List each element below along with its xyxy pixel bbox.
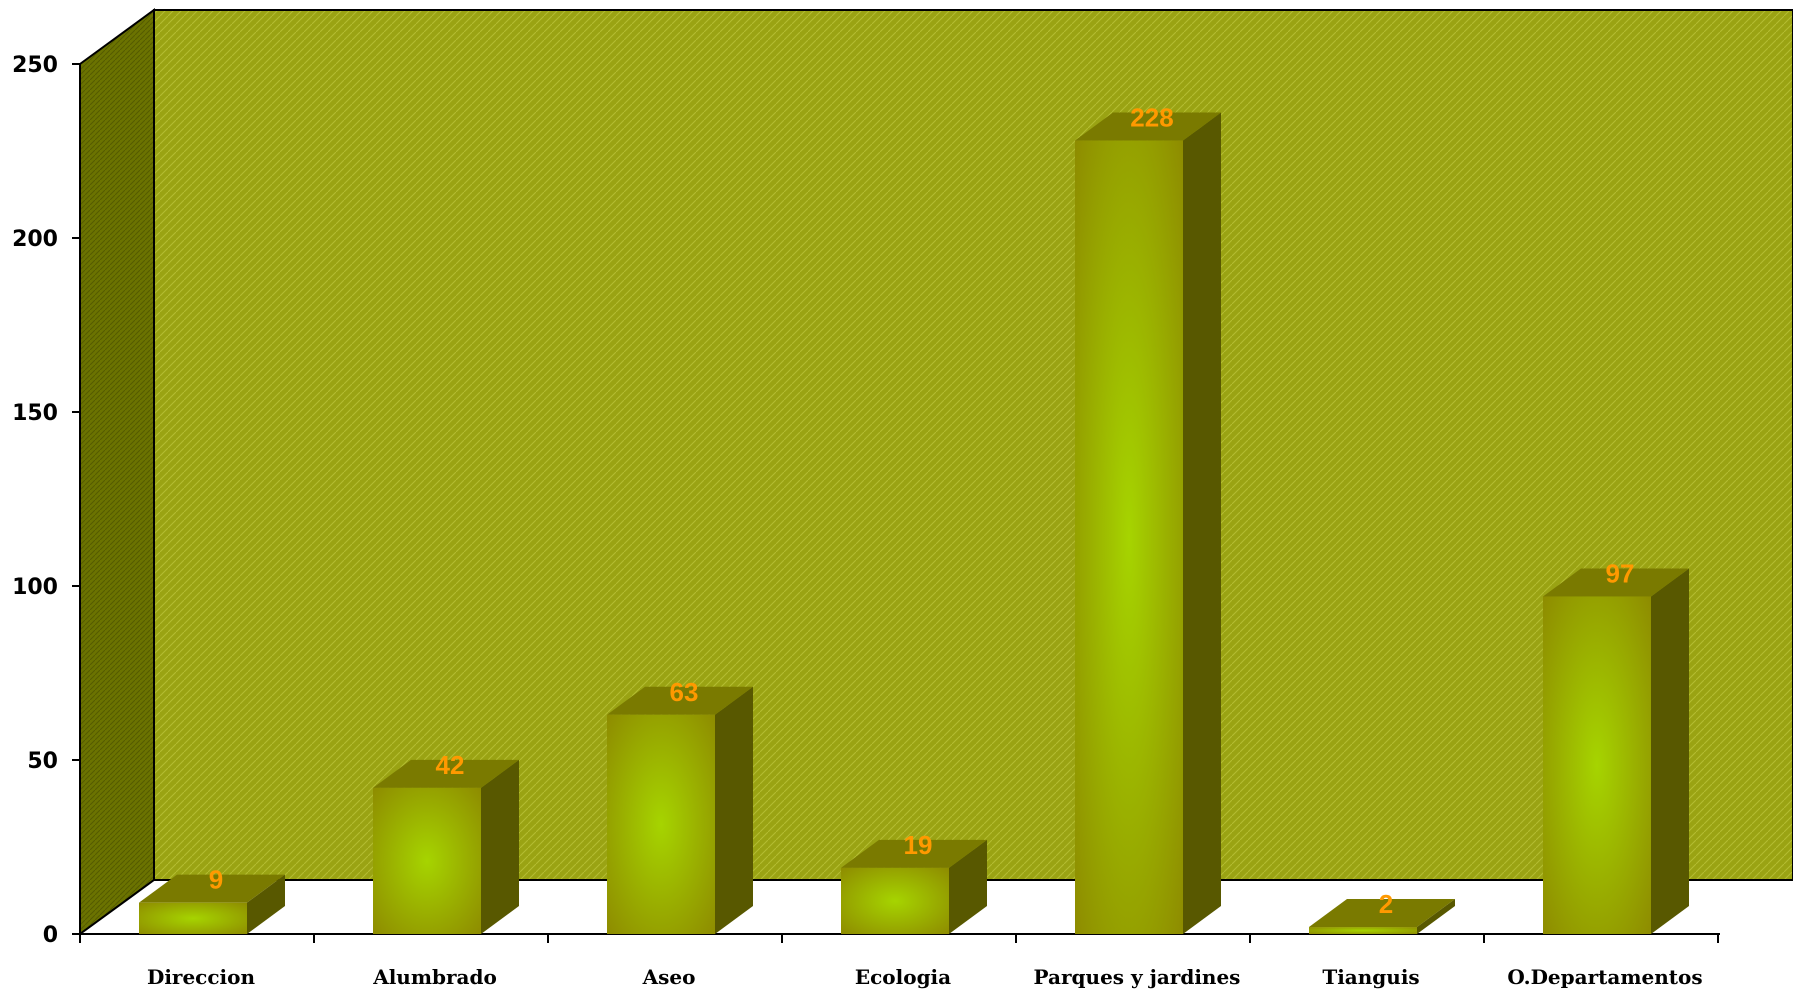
x-tick-label: Direccion — [147, 965, 255, 989]
bar-aseo — [607, 686, 753, 934]
bar-ecologia — [841, 839, 987, 934]
x-tick-label: Aseo — [642, 965, 696, 989]
data-label: 9 — [209, 865, 223, 895]
bar-parques-y-jardines — [1075, 112, 1221, 934]
bar-side-face — [1183, 112, 1221, 934]
y-tick-label: 0 — [43, 923, 58, 948]
bar-front-face — [1309, 927, 1417, 934]
bar-front-face — [373, 787, 481, 934]
data-label: 97 — [1606, 558, 1635, 588]
bar-top-face — [1309, 899, 1455, 928]
bar-top-face — [841, 839, 987, 868]
bars — [139, 112, 1689, 934]
bar-front-face — [607, 714, 715, 934]
bar-top-face — [373, 759, 519, 788]
bar-alumbrado — [373, 759, 519, 934]
x-tick-label: Parques y jardines — [1034, 965, 1241, 989]
bar-direccion — [139, 874, 285, 934]
data-label: 228 — [1130, 103, 1173, 133]
bar-front-face — [1543, 596, 1651, 934]
bar-front-face — [139, 902, 247, 934]
bar-o-departamentos — [1543, 568, 1689, 934]
bar-front-face — [1075, 140, 1183, 934]
back-wall — [153, 9, 1793, 881]
bar-top-face — [1543, 568, 1689, 597]
data-labels: 9 42 63 19 228 2 97 — [209, 103, 1635, 919]
x-tick-label: Alumbrado — [372, 965, 497, 989]
x-axis-ticks — [79, 934, 1719, 943]
data-label: 42 — [436, 750, 465, 780]
y-tick-label: 250 — [12, 53, 58, 78]
bar-side-face — [949, 839, 987, 934]
bar-side-face — [481, 759, 519, 934]
x-tick-label: Tianguis — [1322, 965, 1419, 989]
x-tick-label: Ecologia — [855, 965, 951, 989]
category-labels: Direccion Alumbrado Aseo Ecologia Parques y … — [147, 965, 1703, 989]
bar-tianguis — [1309, 899, 1455, 934]
bar-front-face — [841, 867, 949, 934]
y-tick-label: 200 — [12, 227, 58, 252]
side-wall — [79, 8, 155, 936]
bar-top-face — [1075, 112, 1221, 141]
y-tick-label: 50 — [27, 749, 58, 774]
data-label: 2 — [1379, 889, 1393, 919]
bar-side-face — [247, 874, 285, 934]
x-tick-label: O.Departamentos — [1507, 965, 1702, 989]
bar-side-face — [1651, 568, 1689, 934]
y-axis-ticks: 0 50 100 150 200 250 — [12, 53, 80, 948]
bar-top-face — [139, 874, 285, 903]
bar-top-face — [607, 686, 753, 715]
data-label: 63 — [670, 677, 699, 707]
bar-side-face — [715, 686, 753, 934]
y-tick-label: 150 — [12, 401, 58, 426]
y-tick-label: 100 — [12, 575, 58, 600]
bar-side-face — [1417, 899, 1455, 934]
data-label: 19 — [904, 830, 933, 860]
floor-side-edge — [79, 879, 155, 935]
